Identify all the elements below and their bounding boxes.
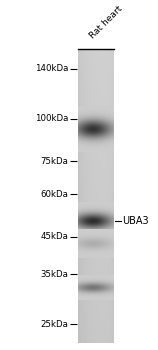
Text: 25kDa: 25kDa xyxy=(40,320,68,329)
Text: 60kDa: 60kDa xyxy=(40,190,68,199)
Text: 140kDa: 140kDa xyxy=(35,64,68,73)
Text: 45kDa: 45kDa xyxy=(40,232,68,241)
Text: Rat heart: Rat heart xyxy=(88,4,124,40)
Text: 75kDa: 75kDa xyxy=(40,157,68,166)
Text: 100kDa: 100kDa xyxy=(35,114,68,123)
Text: UBA3: UBA3 xyxy=(122,216,149,226)
Text: 35kDa: 35kDa xyxy=(40,270,68,279)
